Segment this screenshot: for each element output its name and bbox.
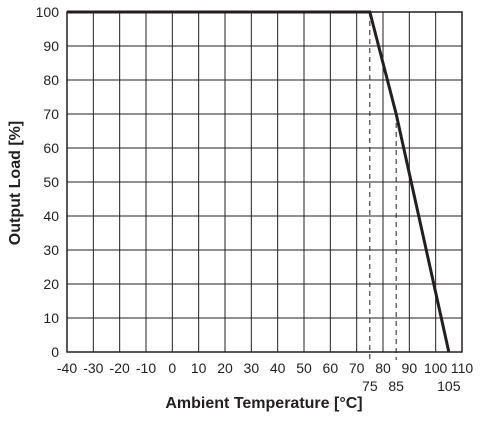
y-tick-label: 100 [36,4,60,20]
x-axis-label: Ambient Temperature [°C] [165,395,362,412]
x-extra-tick-labels: 75 85 105 [362,378,461,394]
x-tick-label: 0 [168,360,176,376]
x-tick-label: 10 [191,360,207,376]
x-tick-label: -10 [136,360,156,376]
x-tick-label: 100 [424,360,448,376]
x-tick-label: 110 [451,360,474,376]
y-axis-label: Output Load [%] [7,121,24,245]
x-tick-label: 60 [323,360,339,376]
plot-frame [66,11,463,353]
x-tick-label: -20 [110,360,130,376]
x-tick-label: 70 [349,360,365,376]
y-tick-label: 0 [51,344,59,360]
x-tick-label: 40 [270,360,286,376]
y-tick-label: 30 [43,242,59,258]
y-tick-label: 60 [43,140,59,156]
x-extra-tick-label: 105 [437,378,461,394]
x-tick-label: 90 [402,360,418,376]
y-tick-label: 20 [43,276,59,292]
y-tick-label: 80 [43,72,59,88]
x-tick-label: 80 [375,360,391,376]
y-tick-label: 70 [43,106,59,122]
x-tick-label: 30 [244,360,260,376]
x-tick-label: 20 [217,360,233,376]
y-tick-label: 10 [43,310,59,326]
y-tick-labels: 0 10 20 30 40 50 60 70 80 90 100 [36,4,60,360]
x-tick-label: -40 [57,360,77,376]
x-extra-tick-label: 75 [362,378,378,394]
x-tick-label: -30 [83,360,103,376]
y-tick-label: 40 [43,208,59,224]
y-tick-label: 50 [43,174,59,190]
reference-lines [369,12,397,360]
x-extra-tick-label: 85 [388,378,404,394]
x-tick-labels: -40 -30 -20 -10 0 10 20 30 40 50 60 70 80 90 100 110 [57,360,473,376]
grid [66,11,463,353]
x-tick-label: 50 [296,360,312,376]
y-tick-label: 90 [43,38,59,54]
